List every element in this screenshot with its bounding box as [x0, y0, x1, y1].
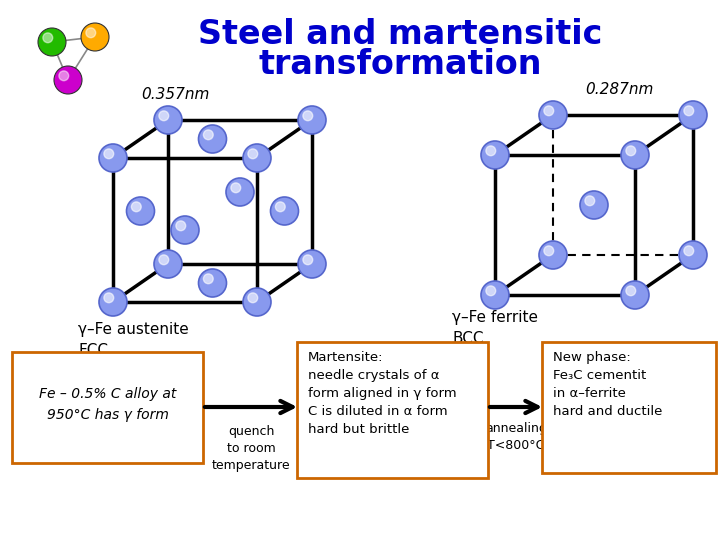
Circle shape — [684, 106, 693, 116]
Text: Martensite:
needle crystals of α
form aligned in γ form
C is diluted in α form
h: Martensite: needle crystals of α form al… — [308, 351, 456, 436]
Circle shape — [481, 281, 509, 309]
Circle shape — [679, 241, 707, 269]
Text: New phase:
Fe₃C cementit
in α–ferrite
hard and ductile: New phase: Fe₃C cementit in α–ferrite ha… — [553, 351, 662, 418]
Circle shape — [303, 111, 312, 121]
Circle shape — [99, 288, 127, 316]
Text: γ–Fe ferrite
BCC: γ–Fe ferrite BCC — [452, 310, 538, 346]
Text: Fe – 0.5% C alloy at
950°C has γ form: Fe – 0.5% C alloy at 950°C has γ form — [39, 387, 176, 422]
Circle shape — [486, 146, 495, 156]
Text: γ–Fe austenite
FCC: γ–Fe austenite FCC — [78, 322, 189, 358]
Text: Steel and martensitic: Steel and martensitic — [198, 18, 602, 51]
Circle shape — [539, 241, 567, 269]
Circle shape — [81, 23, 109, 51]
Circle shape — [298, 106, 326, 134]
Circle shape — [231, 183, 240, 193]
Circle shape — [199, 269, 227, 297]
Circle shape — [271, 197, 299, 225]
Circle shape — [86, 28, 96, 38]
Text: annealing
T<800°C: annealing T<800°C — [485, 422, 547, 452]
Circle shape — [621, 281, 649, 309]
Circle shape — [539, 101, 567, 129]
Circle shape — [99, 144, 127, 172]
Circle shape — [626, 146, 636, 156]
Circle shape — [43, 33, 53, 43]
Circle shape — [276, 202, 285, 212]
Circle shape — [298, 250, 326, 278]
Circle shape — [481, 141, 509, 169]
Circle shape — [127, 197, 155, 225]
FancyBboxPatch shape — [297, 342, 488, 478]
Circle shape — [199, 125, 227, 153]
Text: 0.287nm: 0.287nm — [585, 82, 653, 97]
Circle shape — [544, 106, 554, 116]
Circle shape — [544, 246, 554, 256]
Circle shape — [621, 141, 649, 169]
FancyBboxPatch shape — [542, 342, 716, 473]
Circle shape — [104, 149, 114, 159]
Circle shape — [59, 71, 68, 80]
Text: quench
to room
temperature: quench to room temperature — [212, 425, 290, 472]
Circle shape — [486, 286, 495, 296]
Circle shape — [580, 191, 608, 219]
Circle shape — [54, 66, 82, 94]
Circle shape — [154, 106, 182, 134]
FancyBboxPatch shape — [12, 352, 203, 463]
Circle shape — [248, 149, 258, 159]
Text: transformation: transformation — [258, 49, 541, 82]
Circle shape — [303, 255, 312, 265]
Circle shape — [159, 111, 168, 121]
Circle shape — [38, 28, 66, 56]
Circle shape — [679, 101, 707, 129]
Circle shape — [203, 130, 213, 140]
Circle shape — [154, 250, 182, 278]
Circle shape — [684, 246, 693, 256]
Circle shape — [131, 202, 141, 212]
Circle shape — [171, 216, 199, 244]
Circle shape — [226, 178, 254, 206]
Circle shape — [176, 221, 186, 231]
Circle shape — [585, 196, 595, 206]
Text: 0.357nm: 0.357nm — [141, 87, 210, 102]
Circle shape — [159, 255, 168, 265]
Circle shape — [243, 288, 271, 316]
Circle shape — [626, 286, 636, 296]
Circle shape — [104, 293, 114, 303]
Circle shape — [243, 144, 271, 172]
Circle shape — [203, 274, 213, 284]
Circle shape — [248, 293, 258, 303]
